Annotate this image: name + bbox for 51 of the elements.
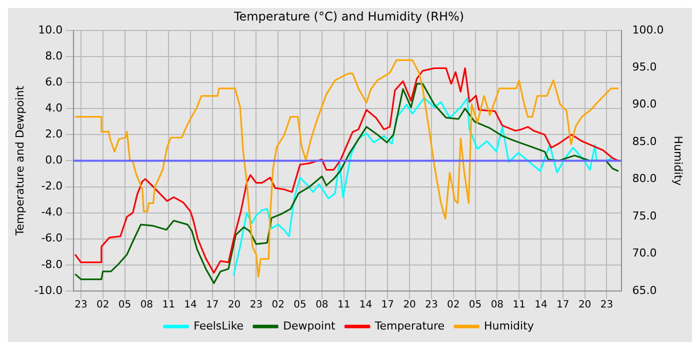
x-tick-label: 23: [425, 300, 438, 311]
y2-tick-label: 100.0: [632, 23, 664, 36]
x-tick-label: 17: [556, 300, 570, 311]
x-tick-label: 23: [250, 300, 263, 311]
y-tick-label: 8.0: [45, 49, 63, 62]
legend-label: Humidity: [484, 319, 534, 332]
y-tick-label: -4.0: [41, 206, 63, 219]
x-tick-label: 14: [184, 300, 197, 311]
y2-tick-label: 95.0: [632, 60, 657, 74]
y2-tick-label: 90.0: [632, 98, 657, 111]
y-tick-label: 2.0: [45, 128, 63, 140]
x-tick-label: 08: [316, 300, 328, 311]
x-tick-label: 14: [534, 300, 548, 311]
x-tick-label: 08: [490, 300, 504, 311]
y2-axis-title: Humidity: [672, 136, 685, 186]
y-tick-label: -2.0: [41, 180, 63, 193]
y-tick-label: -8.0: [41, 258, 63, 271]
x-tick-label: 11: [337, 300, 350, 311]
y-tick-label: -10.0: [34, 284, 63, 297]
x-tick-label: 23: [600, 300, 614, 311]
legend-label: Temperature: [374, 319, 445, 332]
x-tick-label: 02: [272, 300, 284, 311]
legend-label: FeelsLike: [194, 319, 244, 332]
y2-tick-label: 65.0: [632, 284, 657, 297]
x-tick-label: 11: [162, 300, 175, 311]
y-tick-label: 0.0: [45, 154, 63, 167]
y2-tick-label: 75.0: [632, 209, 657, 222]
x-tick-label: 17: [206, 300, 219, 311]
y2-tick-label: 70.0: [632, 246, 657, 260]
x-tick-label: 05: [468, 300, 482, 311]
x-tick-label: 05: [294, 300, 306, 311]
y-axis-title: Temperature and Dewpoint: [13, 85, 26, 237]
y-tick-label: 4.0: [45, 101, 63, 114]
x-tick-label: 23: [74, 300, 88, 311]
y-tick-label: -6.0: [41, 232, 63, 245]
x-tick-label: 05: [118, 300, 132, 311]
y2-tick-label: 85.0: [632, 134, 657, 148]
x-tick-label: 17: [381, 300, 394, 311]
x-tick-label: 08: [140, 300, 154, 311]
x-tick-label: 20: [578, 300, 592, 311]
chart-title: Temperature (°C) and Humidity (RH%): [232, 9, 464, 24]
legend-label: Dewpoint: [283, 319, 336, 332]
x-tick-label: 02: [96, 300, 110, 311]
x-tick-label: 02: [446, 300, 460, 311]
y2-tick-label: 80.0: [632, 172, 657, 186]
y-tick-label: 6.0: [45, 75, 63, 88]
y-tick-label: 10.0: [38, 23, 63, 36]
x-tick-label: 20: [228, 300, 241, 311]
x-tick-label: 20: [403, 300, 416, 311]
x-tick-label: 14: [359, 300, 372, 311]
x-tick-label: 11: [512, 300, 526, 311]
